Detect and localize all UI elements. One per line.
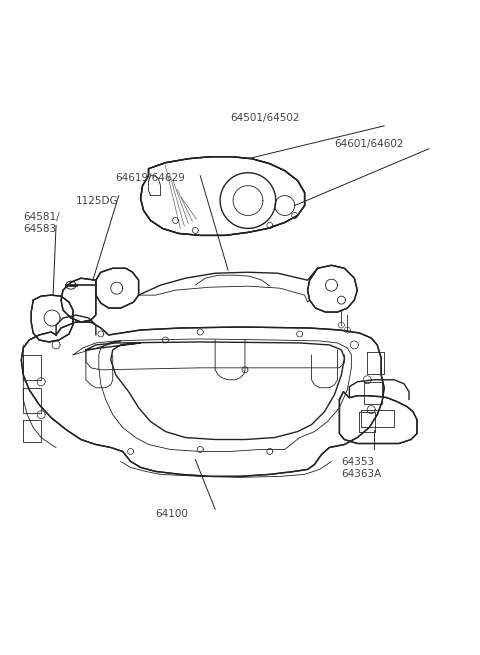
Text: 64100: 64100 <box>156 509 188 519</box>
Polygon shape <box>141 157 305 235</box>
Text: 1125DG: 1125DG <box>76 196 119 206</box>
Polygon shape <box>308 265 357 312</box>
Text: 64619/64629: 64619/64629 <box>116 173 185 183</box>
Text: 64581/
64583: 64581/ 64583 <box>23 212 60 234</box>
Polygon shape <box>61 278 96 322</box>
Text: 64501/64502: 64501/64502 <box>230 113 300 123</box>
Polygon shape <box>339 392 417 443</box>
Polygon shape <box>96 269 139 308</box>
Text: 64601/64602: 64601/64602 <box>335 139 404 149</box>
Polygon shape <box>31 295 73 342</box>
Text: 64353
64363A: 64353 64363A <box>341 457 382 479</box>
Polygon shape <box>21 322 384 476</box>
